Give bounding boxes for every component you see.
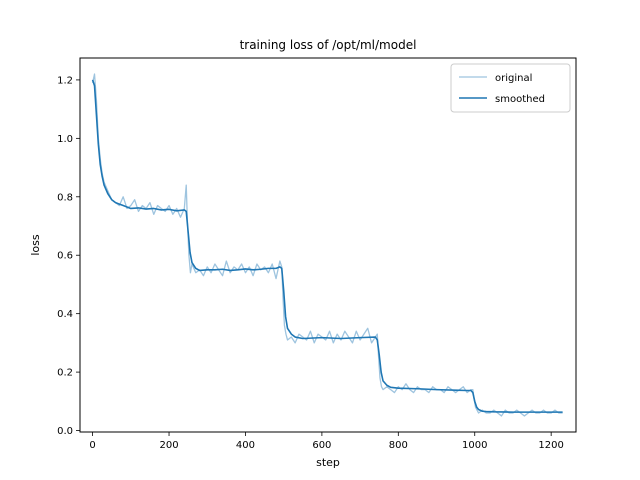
y-tick-label: 1.0 — [57, 134, 73, 145]
series-layer — [91, 73, 563, 417]
legend: original smoothed — [450, 63, 571, 113]
x-axis-label: step — [316, 456, 340, 469]
plot-area — [80, 58, 576, 432]
y-tick-label: 0.2 — [57, 368, 73, 379]
plot-frame — [79, 57, 577, 433]
x-tick-label: 1200 — [538, 440, 563, 451]
x-tick-label: 800 — [389, 440, 408, 451]
x-tick-label: 200 — [159, 440, 178, 451]
y-tick-label: 0.6 — [57, 251, 73, 262]
x-tick-label: 600 — [312, 440, 331, 451]
x-tick-label: 1000 — [462, 440, 487, 451]
y-tick-label: 1.2 — [57, 75, 73, 86]
x-tick-label: 400 — [236, 440, 255, 451]
y-axis: 0.0 0.2 0.4 0.6 0.8 1.0 1.2 — [57, 75, 80, 437]
x-tick-label: 0 — [89, 440, 95, 451]
x-axis: 0 200 400 600 800 1000 1200 — [89, 432, 564, 451]
chart-title: training loss of /opt/ml/model — [240, 38, 417, 52]
legend-box — [450, 63, 571, 113]
legend-entry-original: original — [495, 73, 532, 84]
legend-entry-smoothed: smoothed — [495, 94, 545, 105]
y-axis-label: loss — [29, 234, 42, 256]
y-tick-label: 0.4 — [57, 309, 73, 320]
y-tick-label: 0.8 — [57, 192, 73, 203]
series-line-smoothed — [91, 79, 563, 413]
y-tick-label: 0.0 — [57, 426, 73, 437]
